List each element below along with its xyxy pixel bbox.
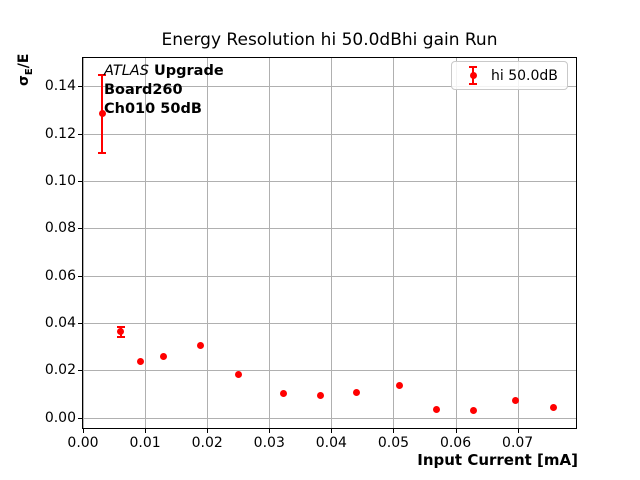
y-tick-mark [78, 370, 82, 371]
x-tick-label: 0.07 [502, 435, 534, 451]
gridline-y [83, 417, 576, 419]
x-tick-label: 0.05 [377, 435, 410, 451]
gridline-y [83, 370, 576, 372]
annotation-upgrade-text: Upgrade [148, 63, 224, 79]
x-tick-label: 0.02 [191, 435, 223, 451]
errorbar-dot [469, 72, 477, 79]
x-tick-mark [393, 429, 394, 433]
y-tick-label: 0.08 [44, 220, 76, 237]
data-point [433, 405, 441, 413]
annotation-block: ATLAS Upgrade Board260 Ch010 50dB [104, 62, 224, 119]
errorbar-cap-bottom [469, 83, 477, 85]
ylabel-suffix: /E [16, 53, 32, 69]
data-point [280, 390, 288, 398]
x-tick-mark [207, 429, 208, 433]
x-tick-label: 0.03 [253, 435, 285, 451]
x-tick-mark [83, 429, 84, 433]
y-tick-mark [78, 228, 82, 229]
x-tick-label: 0.04 [315, 435, 347, 451]
y-tick-label: 0.12 [44, 125, 76, 142]
data-point [98, 110, 106, 118]
x-axis-label: Input Current [mA] [417, 451, 578, 469]
annotation-line-3: Ch010 50dB [104, 101, 202, 117]
gridline-y [83, 133, 576, 135]
data-point [235, 370, 243, 378]
y-tick-label: 0.06 [44, 267, 76, 284]
data-point [197, 341, 205, 349]
y-tick-mark [78, 276, 82, 277]
error-bar-cap-bottom [98, 151, 107, 154]
y-tick-label: 0.04 [44, 315, 76, 332]
annotation-line-2: Board260 [104, 82, 183, 98]
error-bar-cap-top [98, 73, 107, 76]
annotation-experiment-name: ATLAS [104, 63, 149, 79]
data-point [512, 396, 520, 404]
data-point [470, 407, 478, 415]
y-tick-label: 0.02 [44, 362, 76, 379]
data-point [117, 328, 125, 336]
error-bar-cap-bottom [116, 335, 125, 338]
gridline-x [145, 58, 147, 428]
x-tick-mark [518, 429, 519, 433]
y-tick-label: 0.00 [44, 409, 76, 426]
x-tick-label: 0.01 [129, 435, 161, 451]
x-tick-mark [269, 429, 270, 433]
y-tick-mark [78, 418, 82, 419]
plot-area [82, 57, 577, 429]
gridline-y [83, 228, 576, 230]
y-tick-mark [78, 323, 82, 324]
y-tick-mark [78, 134, 82, 135]
gridline-y [83, 323, 576, 325]
data-point [160, 352, 168, 360]
annotation-line-1: ATLAS Upgrade [104, 62, 224, 81]
legend: hi 50.0dB [451, 61, 568, 90]
y-tick-mark [78, 86, 82, 87]
ylabel-subscript: E [23, 68, 35, 76]
data-point [136, 357, 144, 365]
gridline-x [269, 58, 271, 428]
gridline-x [207, 58, 209, 428]
data-point [550, 404, 558, 412]
y-tick-label: 0.10 [44, 173, 76, 190]
data-point [353, 388, 361, 396]
x-tick-mark [145, 429, 146, 433]
x-tick-label: 0.00 [67, 435, 99, 451]
y-tick-mark [78, 181, 82, 182]
chart-title: Energy Resolution hi 50.0dBhi gain Run [161, 30, 498, 50]
gridline-x [517, 58, 519, 428]
gridline-x [455, 58, 457, 428]
errorbar-cap-top [469, 66, 477, 68]
gridline-y [83, 86, 576, 88]
x-tick-mark [331, 429, 332, 433]
data-point [316, 392, 324, 400]
legend-label: hi 50.0dB [491, 67, 558, 84]
gridline-y [83, 275, 576, 277]
errorbar-marker-icon [466, 66, 480, 85]
gridline-y [83, 181, 576, 183]
y-tick-label: 0.14 [44, 78, 76, 95]
gridline-x [83, 58, 84, 428]
x-tick-mark [456, 429, 457, 433]
gridline-x [393, 58, 395, 428]
gridline-x [331, 58, 333, 428]
data-point [395, 381, 403, 389]
x-tick-label: 0.06 [439, 435, 472, 451]
error-bar-cap-top [116, 325, 125, 328]
